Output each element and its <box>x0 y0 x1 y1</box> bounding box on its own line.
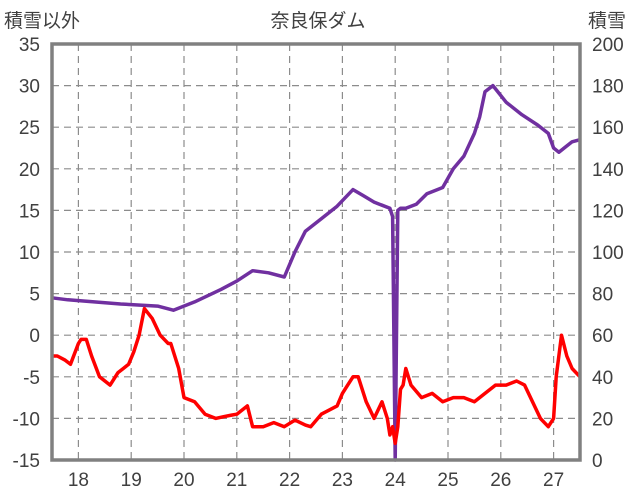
x-tick-label: 20 <box>173 470 194 491</box>
right-tick-label: 180 <box>592 77 624 98</box>
series-line-other <box>52 306 582 446</box>
left-tick-label: -10 <box>13 409 40 430</box>
left-axis-title: 積雪以外 <box>4 11 81 32</box>
right-tick-label: 100 <box>592 243 624 264</box>
left-tick-label: 20 <box>19 160 40 181</box>
left-tick-label: 15 <box>19 201 40 222</box>
right-tick-label: 0 <box>592 451 603 472</box>
x-tick-label: 25 <box>437 470 458 491</box>
left-tick-label: 25 <box>19 118 40 139</box>
x-tick-label: 27 <box>543 470 564 491</box>
right-tick-label: 20 <box>592 409 613 430</box>
left-tick-label: 10 <box>19 243 40 264</box>
x-tick-label: 24 <box>385 470 407 491</box>
right-tick-label: 60 <box>592 326 613 347</box>
x-tick-label: 21 <box>226 470 247 491</box>
x-tick-label: 23 <box>332 470 353 491</box>
plot-frame <box>50 42 582 462</box>
left-tick-label: 35 <box>19 35 40 56</box>
x-tick-label: 22 <box>279 470 300 491</box>
series-line-snow <box>51 83 581 462</box>
right-axis-title: 積雪 <box>588 11 627 32</box>
left-tick-label: 0 <box>29 326 40 347</box>
x-tick-label: 19 <box>121 470 142 491</box>
right-tick-label: 200 <box>592 35 624 56</box>
right-tick-label: 140 <box>592 160 624 181</box>
left-tick-label: -15 <box>13 451 40 472</box>
right-tick-label: 120 <box>592 201 624 222</box>
left-tick-label: 30 <box>19 77 40 98</box>
left-tick-label: 5 <box>29 285 40 306</box>
chart-title: 奈良保ダム <box>270 11 366 32</box>
right-tick-label: 80 <box>592 285 613 306</box>
left-tick-label: -5 <box>23 368 40 389</box>
right-tick-label: 40 <box>592 368 613 389</box>
right-tick-label: 160 <box>592 118 624 139</box>
x-tick-label: 26 <box>490 470 511 491</box>
x-tick-label: 18 <box>68 470 89 491</box>
